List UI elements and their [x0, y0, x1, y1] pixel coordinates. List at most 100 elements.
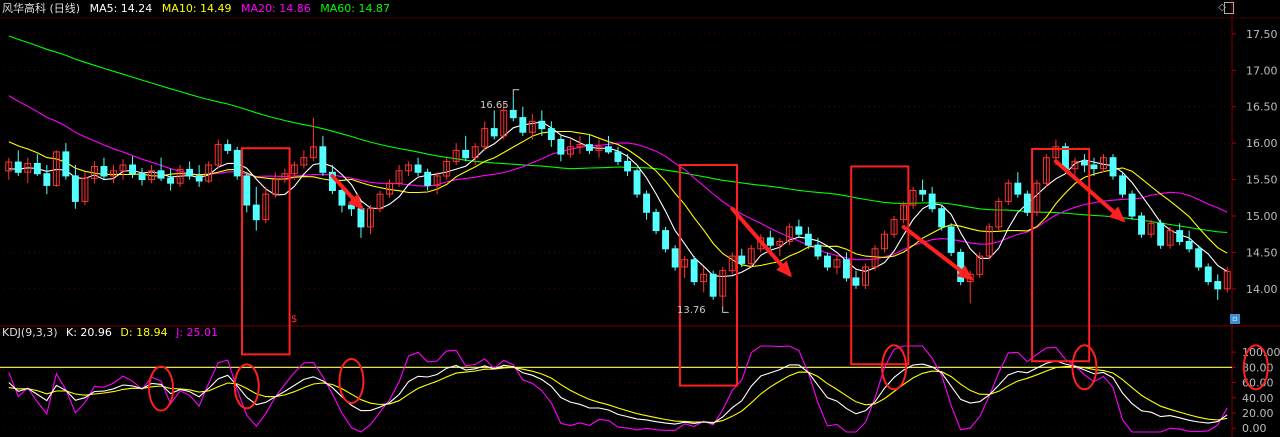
candle-body [1223, 270, 1231, 290]
candle-body [424, 171, 432, 186]
candle-body [662, 230, 669, 250]
candle-body [462, 149, 470, 159]
candle-body [224, 144, 232, 151]
candle-body [24, 163, 32, 173]
candle-body [129, 164, 137, 175]
candle-body [1204, 266, 1212, 283]
candle-body [271, 179, 279, 195]
candle-body [62, 151, 70, 177]
kdj-cross-circle [1071, 344, 1098, 391]
candle-body [900, 204, 907, 221]
candle-body [290, 164, 298, 175]
candle-body [1014, 182, 1022, 195]
candle-body [785, 226, 793, 242]
kdj-title: KDJ(9,3,3) [2, 326, 58, 339]
candle-body [890, 219, 898, 235]
candle-body [738, 255, 746, 264]
candle-body [528, 120, 536, 133]
kdj-panel-header: KDJ(9,3,3) K: 20.96 D: 18.94 J: 25.01 [2, 326, 223, 340]
candle-body [176, 168, 184, 184]
candle-body [938, 208, 946, 228]
candle-body [395, 170, 403, 184]
ma10-label: MA10: 14.49 [161, 2, 232, 15]
candle-body [1138, 215, 1145, 235]
candle-body [233, 149, 241, 177]
ma5-label: MA5: 14.24 [89, 2, 153, 15]
high-price-label: 16.65 [480, 100, 509, 111]
candle-body [509, 109, 517, 119]
candle-body [119, 164, 127, 172]
candle-body [214, 144, 222, 166]
price-tick-label: 15.00 [1246, 210, 1278, 223]
candle-body [157, 170, 165, 179]
panel-toggle-icon[interactable] [1224, 2, 1234, 14]
candle-body [281, 173, 289, 180]
trend-arrowhead [1108, 206, 1126, 223]
stock-title: 风华高科 (日线) [2, 2, 81, 15]
kdj-tick-label: 100.00 [1242, 346, 1280, 359]
candle-body [52, 151, 60, 186]
candle-body [776, 241, 784, 246]
highlight-box [240, 147, 291, 356]
candle-body [252, 204, 260, 221]
highlight-box [850, 165, 910, 366]
diamond-icon[interactable]: ◇ [1218, 2, 1226, 13]
resize-icon[interactable]: ▫ [1230, 314, 1240, 324]
candle-body [624, 160, 631, 172]
trend-arrow [730, 206, 792, 277]
candle-body [1119, 175, 1126, 195]
price-tick-label: 16.00 [1246, 137, 1278, 150]
candle-body [167, 177, 175, 184]
candle-body [1185, 241, 1193, 250]
candle-body [33, 163, 41, 175]
kdj-cross-circle [1242, 344, 1269, 391]
candle-body [1147, 222, 1155, 235]
candle-body [195, 175, 203, 182]
candle-body [138, 173, 146, 180]
candle-body [547, 128, 555, 141]
highlight-box [1031, 147, 1091, 363]
trend-arrow [1053, 159, 1125, 222]
candle-body [1081, 160, 1088, 166]
price-panel-header: 风华高科 (日线) MA5: 14.24 MA10: 14.49 MA20: 1… [2, 2, 396, 16]
ma60-line [8, 35, 1228, 234]
kdj-cross-circle [881, 344, 908, 391]
candle-body [262, 193, 270, 221]
candle-body [1100, 157, 1107, 170]
candle-body [947, 226, 955, 253]
candle-body [1128, 193, 1136, 217]
candle-body [814, 244, 822, 257]
candle-body [519, 117, 527, 133]
candle-body [766, 237, 774, 246]
candle-body [824, 255, 831, 268]
candle-body [376, 193, 384, 210]
candle-body [909, 190, 917, 206]
price-tick-label: 14.50 [1246, 246, 1278, 259]
candle-body [976, 255, 984, 275]
candle-body [5, 161, 13, 172]
candle-body [386, 182, 394, 195]
kdj-tick-label: 20.00 [1242, 407, 1274, 420]
candle-body [500, 109, 508, 137]
trend-arrowhead [776, 260, 792, 278]
candle-body [319, 146, 327, 173]
candle-body [1090, 164, 1098, 170]
candle-body [643, 193, 650, 213]
event-marker: $ [291, 314, 298, 325]
candle-body [1042, 157, 1050, 184]
candle-body [985, 226, 993, 257]
candle-body [348, 204, 355, 210]
candle-body [1109, 157, 1117, 177]
price-tick-label: 17.50 [1246, 28, 1278, 41]
candle-body [205, 164, 213, 182]
candle-body [747, 248, 755, 264]
kdj-d-label: D: 18.94 [120, 326, 168, 339]
trend-arrow [901, 224, 973, 280]
low-price-label: 13.76 [677, 305, 706, 316]
candle-body [795, 226, 803, 235]
candle-body [43, 173, 51, 186]
candle-body [862, 266, 869, 286]
kdj-k-label: K: 20.96 [66, 326, 112, 339]
candle-body [995, 200, 1003, 228]
